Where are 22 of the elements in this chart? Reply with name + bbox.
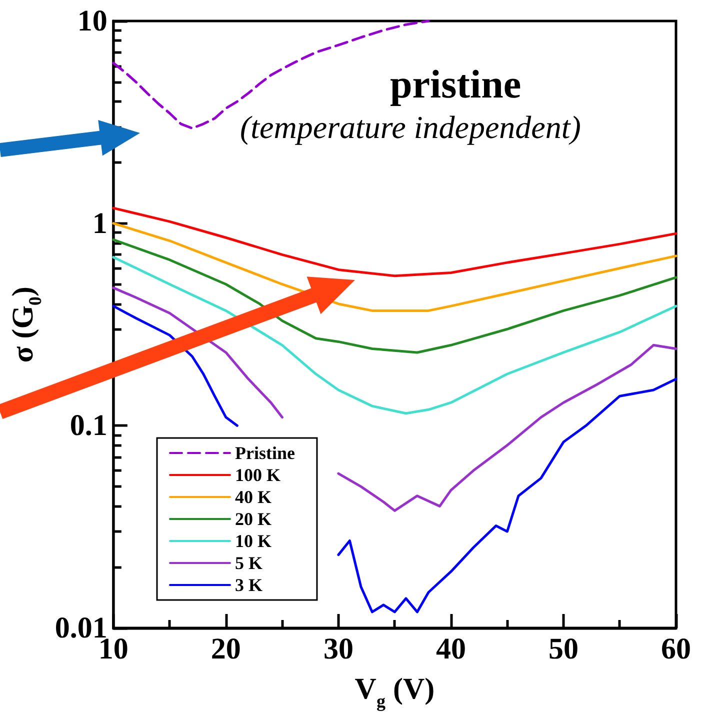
line-series bbox=[112, 206, 678, 278]
x-tick-label: 50 bbox=[548, 632, 578, 666]
annotation: pristine bbox=[390, 62, 522, 106]
line-series bbox=[112, 222, 678, 312]
legend-label: 20 K bbox=[235, 509, 272, 529]
x-tick-label: 60 bbox=[661, 632, 691, 666]
x-tick-label: 30 bbox=[323, 632, 354, 666]
annotation: (temperature independent) bbox=[240, 109, 581, 145]
legend-label: 3 K bbox=[235, 575, 263, 595]
legend-label: 10 K bbox=[235, 531, 272, 551]
line-series bbox=[112, 238, 678, 354]
line-series bbox=[112, 256, 678, 415]
y-tick-label: 1 bbox=[92, 206, 108, 240]
y-tick-label: 10 bbox=[77, 4, 108, 38]
legend-label: Pristine bbox=[235, 443, 295, 463]
x-tick-label: 40 bbox=[436, 632, 466, 666]
x-tick-label: 20 bbox=[210, 632, 241, 666]
legend-label: 40 K bbox=[235, 487, 272, 507]
y-axis-title: σ (G0) bbox=[6, 286, 45, 363]
legend-label: 100 K bbox=[235, 465, 281, 485]
legend-label: 5 K bbox=[235, 553, 263, 573]
y-tick-label: 0.1 bbox=[70, 409, 108, 442]
